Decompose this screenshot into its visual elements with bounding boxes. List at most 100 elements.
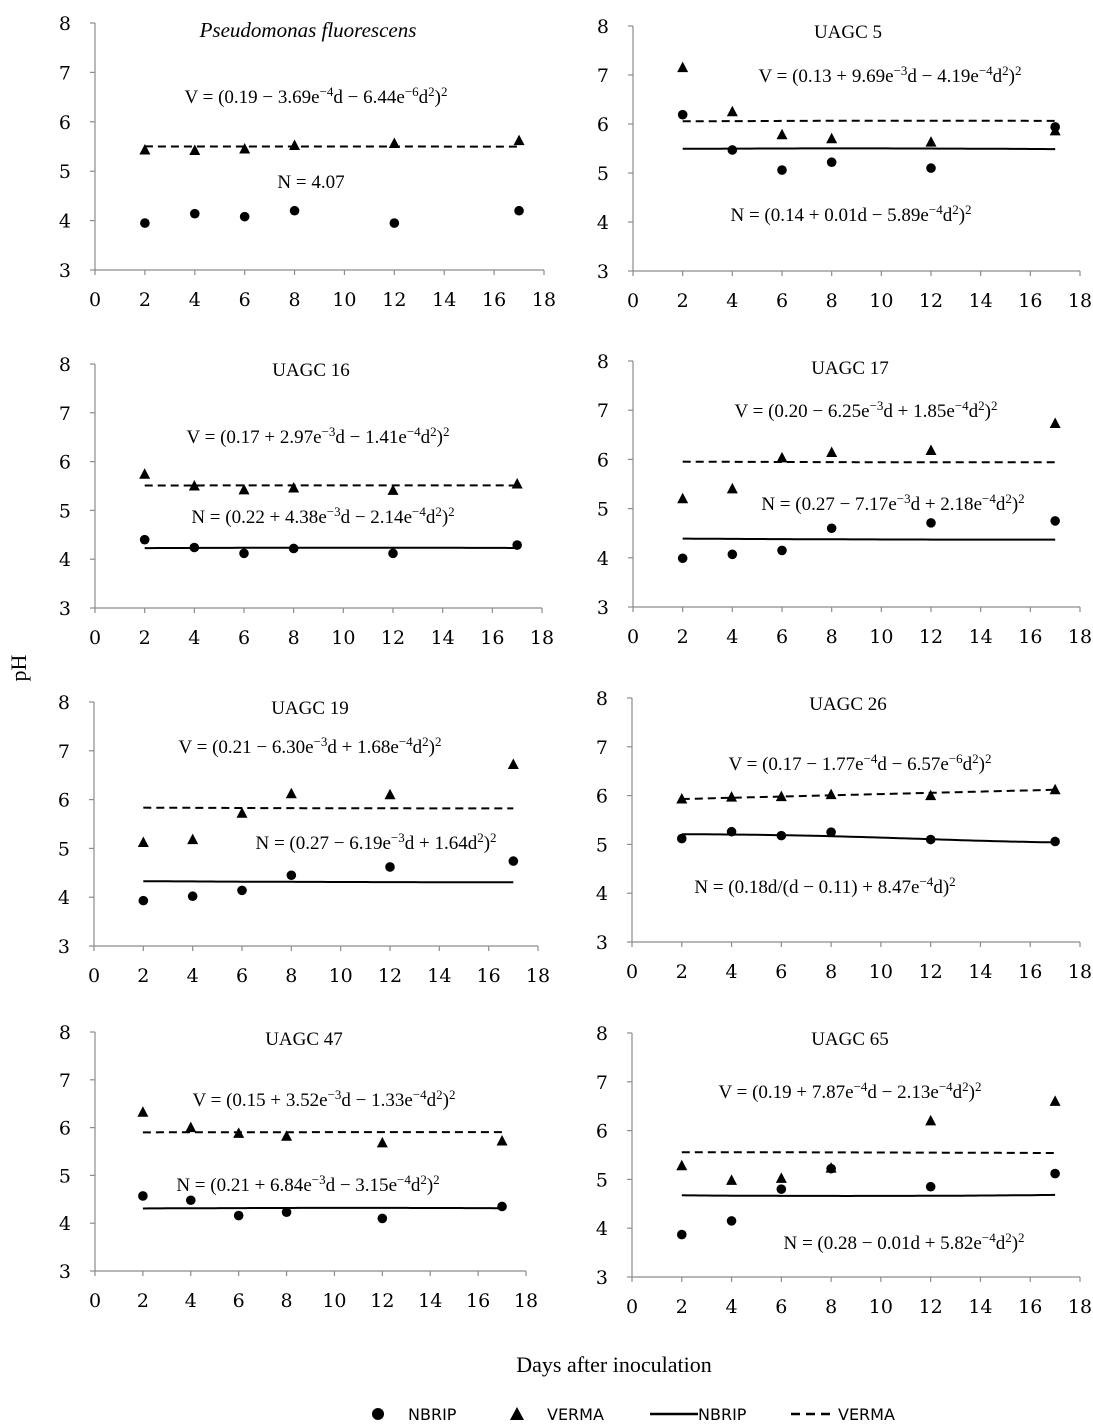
x-tick-label: 16 — [1018, 626, 1042, 648]
x-tick-label: 0 — [89, 289, 101, 311]
verma-data-point — [825, 788, 837, 800]
nbrip-data-point — [239, 548, 249, 559]
legend-label-nbrip-marker: NBRIP — [408, 1405, 457, 1424]
y-tick-label: 3 — [597, 261, 609, 283]
y-tick-label: 7 — [596, 1072, 608, 1094]
x-tick-label: 18 — [1068, 626, 1092, 648]
equation-exponent: 2 — [422, 734, 429, 749]
x-tick-label: 10 — [329, 965, 353, 987]
x-tick-label: 0 — [627, 290, 639, 312]
nbrip-data-point — [185, 1195, 196, 1206]
nbrip-equation: N = (0.22 + 4.38e−3d − 2.14e−4d2)2 — [191, 504, 454, 529]
x-tick-label: 10 — [869, 290, 893, 312]
x-tick-label: 8 — [281, 1290, 293, 1312]
equation-exponent: 2 — [441, 84, 448, 99]
equation-exponent: 2 — [1005, 1230, 1012, 1245]
verma-data-point — [1049, 124, 1061, 136]
x-tick-label: 14 — [968, 1296, 992, 1318]
nbrip-data-point — [233, 1210, 244, 1221]
x-tick-label: 10 — [332, 289, 356, 311]
nbrip-data-point — [926, 163, 936, 173]
x-tick-label: 18 — [1068, 1296, 1092, 1318]
chart-panel: 3 4 5 6 7 8 0 2 4 6 8 10 12 14 16 18 UAGC 16 V = (0.17 + … — [59, 354, 554, 649]
panel-title: UAGC 17 — [811, 358, 889, 379]
verma-data-point — [726, 105, 738, 117]
y-tick-label: 8 — [596, 1023, 608, 1045]
y-tick-label: 3 — [59, 1261, 71, 1283]
nbrip-fit-line — [682, 537, 1056, 541]
equation-exponent: 2 — [991, 398, 998, 413]
nbrip-data-point — [727, 549, 738, 560]
x-tick-label: 2 — [139, 627, 151, 649]
nbrip-data-point — [925, 1181, 936, 1192]
x-tick-label: 0 — [89, 627, 101, 649]
nbrip-data-point — [377, 1213, 388, 1224]
equation-exponent: −4 — [955, 398, 969, 413]
nbrip-data-point — [777, 545, 787, 556]
verma-fit-line — [681, 788, 1056, 800]
y-tick-label: 5 — [59, 1165, 71, 1187]
y-tick-label: 5 — [596, 1169, 608, 1191]
verma-data-point — [384, 788, 396, 800]
verma-equation: V = (0.19 − 3.69e−4d − 6.44e−6d2)2 — [185, 84, 448, 109]
equation-exponent: −4 — [982, 1230, 996, 1245]
nbrip-data-point — [138, 1191, 148, 1201]
y-tick-label: 8 — [597, 16, 609, 38]
equation-exponent: 2 — [448, 504, 455, 519]
verma-data-point — [388, 137, 400, 149]
nbrip-data-point — [139, 534, 150, 545]
nbrip-data-point — [237, 885, 247, 896]
x-tick-label: 2 — [137, 1290, 149, 1312]
x-tick-label: 14 — [418, 1290, 442, 1312]
x-tick-label: 4 — [726, 290, 738, 312]
x-tick-label: 18 — [514, 1290, 538, 1312]
verma-data-point — [289, 139, 301, 151]
x-tick-label: 2 — [676, 1296, 688, 1318]
nbrip-data-point — [239, 211, 250, 222]
nbrip-data-point — [497, 1201, 507, 1212]
x-tick-label: 12 — [919, 961, 943, 983]
x-tick-label: 0 — [626, 961, 638, 983]
y-tick-label: 4 — [596, 1218, 608, 1240]
equation-exponent: −4 — [864, 751, 878, 766]
chart-panel: 3 4 5 6 7 8 0 2 4 6 8 10 12 14 16 18 UAGC 5 V = (0.13 + 9… — [597, 16, 1092, 312]
nbrip-fit-line — [142, 1206, 503, 1210]
x-tick-label: 12 — [382, 289, 406, 311]
verma-data-point — [676, 793, 688, 804]
nbrip-equation: N = (0.27 − 7.17e−3d + 2.18e−4d2)2 — [761, 491, 1024, 516]
x-tick-label: 6 — [233, 1290, 245, 1312]
x-tick-label: 16 — [466, 1290, 490, 1312]
y-tick-label: 7 — [59, 403, 71, 425]
x-tick-label: 0 — [627, 626, 639, 648]
nbrip-data-point — [676, 833, 687, 844]
verma-fit-line — [143, 806, 514, 810]
x-tick-label: 8 — [826, 626, 838, 648]
equation-exponent: 2 — [428, 84, 435, 99]
y-tick-label: 7 — [59, 1070, 71, 1092]
x-tick-label: 10 — [331, 627, 355, 649]
x-tick-label: 12 — [378, 965, 402, 987]
x-tick-label: 4 — [185, 1290, 197, 1312]
y-tick-label: 8 — [597, 351, 609, 373]
y-tick-label: 7 — [59, 62, 71, 84]
x-tick-label: 8 — [289, 289, 301, 311]
nbrip-data-point — [388, 548, 398, 559]
nbrip-data-point — [140, 218, 150, 228]
equation-exponent: 2 — [949, 874, 956, 889]
panel-title: UAGC 19 — [271, 698, 349, 719]
x-tick-label: 14 — [432, 289, 456, 311]
panel-title: UAGC 47 — [265, 1029, 343, 1050]
verma-data-point — [185, 1121, 197, 1133]
y-tick-label: 6 — [58, 790, 70, 812]
verma-data-point — [726, 482, 738, 494]
x-tick-label: 16 — [477, 965, 501, 987]
x-tick-label: 10 — [869, 961, 893, 983]
equation-exponent: 2 — [978, 398, 985, 413]
verma-data-point — [1049, 1095, 1061, 1106]
x-tick-label: 16 — [482, 289, 506, 311]
y-axis-title: pH — [6, 654, 31, 681]
verma-data-point — [726, 1174, 738, 1185]
equation-exponent: −6 — [949, 751, 963, 766]
x-tick-label: 14 — [431, 627, 455, 649]
equation-exponent: −4 — [320, 84, 334, 99]
